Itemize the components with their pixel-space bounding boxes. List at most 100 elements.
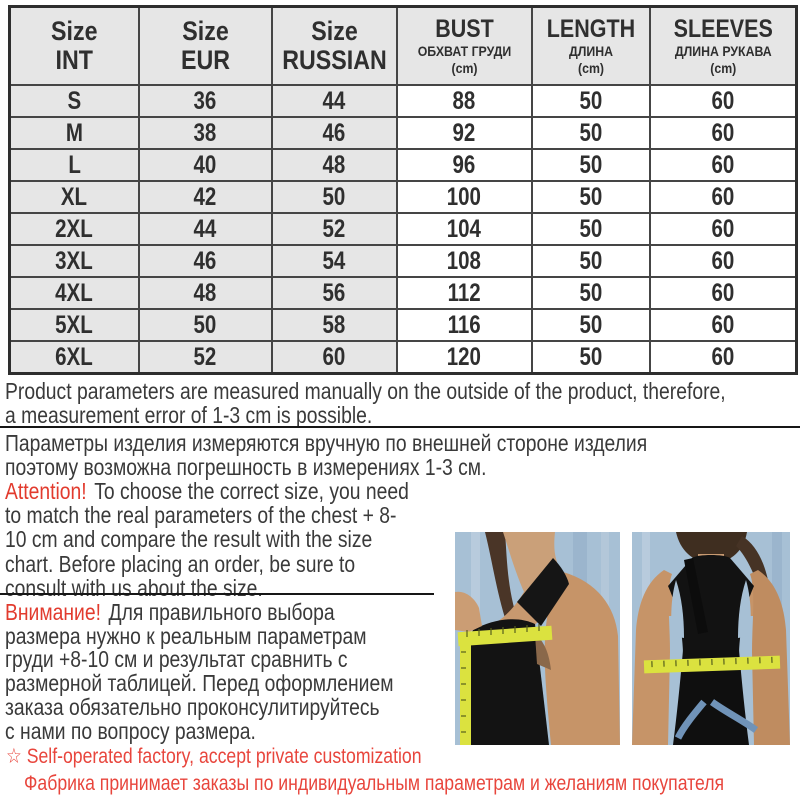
header-line: INT [55, 45, 93, 75]
header-unit: (cm) [577, 59, 604, 76]
cell-bust: 112 [395, 276, 533, 310]
note-line: to match the real parameters of the ches… [5, 502, 397, 529]
cell-size-eur: 50 [137, 308, 273, 342]
header-unit: (cm) [709, 59, 736, 76]
cell-size-eur: 40 [137, 148, 273, 182]
header-row: Size INT Size EUR Size RUSSIAN BUST ОБХВ… [8, 5, 798, 86]
panel-gap [620, 532, 632, 745]
note-line: ☆ Self-operated factory, accept private … [6, 745, 422, 769]
hair [485, 532, 519, 630]
table-row: S 36 44 88 50 60 [8, 84, 798, 118]
arm [544, 572, 620, 745]
header-bust: BUST ОБХВАТ ГРУДИ (cm) [395, 5, 533, 86]
measuring-tape [643, 655, 781, 674]
size-chart-body: S 36 44 88 50 60 M 38 46 92 50 60 L 40 4… [8, 84, 798, 375]
size-chart-header: Size INT Size EUR Size RUSSIAN BUST ОБХВ… [8, 5, 798, 86]
header-size-eur: Size EUR [137, 5, 273, 86]
note-line: груди +8-10 см и результат сравнить с [5, 646, 348, 673]
cell-size-int: S [8, 84, 140, 118]
note-line-text: Self-operated factory, accept private cu… [26, 745, 422, 768]
table-row: 2XL 44 52 104 50 60 [8, 212, 798, 246]
cell-sleeves: 60 [648, 116, 798, 150]
note-line: с нами по вопросу размера. [5, 717, 256, 744]
table-row: 3XL 46 54 108 50 60 [8, 244, 798, 278]
cell-sleeves: 60 [648, 340, 798, 375]
cell-length: 50 [530, 116, 651, 150]
header-subline-ru: ОБХВАТ ГРУДИ [417, 42, 511, 59]
note-line: размерной таблицей. Перед оформлением [5, 670, 394, 697]
cell-size-int: 2XL [8, 212, 140, 246]
cell-size-int: 4XL [8, 276, 140, 310]
table-row: M 38 46 92 50 60 [8, 116, 798, 150]
attention-label-en: Attention! [5, 478, 87, 504]
bra-strap [684, 558, 708, 634]
header-unit: (cm) [450, 59, 478, 76]
cell-size-russian: 58 [270, 308, 398, 342]
header-line: Size [310, 16, 358, 46]
header-line: BUST [434, 14, 494, 43]
star-icon: ☆ [6, 745, 22, 768]
attention-note-ru: Внимание! Для правильного выбора размера … [5, 599, 394, 744]
cell-sleeves: 60 [648, 244, 798, 278]
note-line: заказа обязательно проконсулитируйтесь [5, 693, 380, 720]
factory-note-ru: Фабрика принимает заказы по индивидуальн… [24, 772, 724, 795]
cell-size-int: 3XL [8, 244, 140, 278]
note-line: consult with us about the size. [5, 574, 263, 601]
cell-size-int: L [8, 148, 140, 182]
cell-size-russian: 52 [270, 212, 398, 246]
bust-measurement-photo [455, 532, 790, 745]
measurement-note-en: Product parameters are measured manually… [5, 379, 726, 427]
header-size-int: Size INT [8, 5, 140, 86]
cell-length: 50 [530, 244, 651, 278]
cell-size-russian: 46 [270, 116, 398, 150]
cell-size-eur: 38 [137, 116, 273, 150]
note-line: Параметры изделия измеряются вручную по … [5, 430, 648, 456]
note-line: Фабрика принимает заказы по индивидуальн… [24, 772, 725, 795]
cell-bust: 92 [395, 116, 533, 150]
cell-length: 50 [530, 180, 651, 214]
cell-sleeves: 60 [648, 308, 798, 342]
cell-sleeves: 60 [648, 148, 798, 182]
cell-length: 50 [530, 84, 651, 118]
cell-bust: 120 [395, 340, 533, 375]
cell-length: 50 [530, 148, 651, 182]
cell-size-int: M [8, 116, 140, 150]
cell-size-eur: 48 [137, 276, 273, 310]
divider-line [0, 593, 434, 595]
armpit-shadow [535, 634, 551, 670]
note-line: chart. Before placing an order, be sure … [5, 550, 356, 577]
divider-line [0, 426, 800, 428]
cell-size-russian: 44 [270, 84, 398, 118]
hair [676, 532, 747, 564]
armhole-right [738, 580, 751, 638]
cell-sleeves: 60 [648, 84, 798, 118]
note-line: Внимание! Для правильного выбора [5, 599, 394, 625]
note-line-text: Для правильного выбора [108, 599, 335, 625]
cell-size-eur: 44 [137, 212, 273, 246]
cell-size-int: XL [8, 180, 140, 214]
cell-size-russian: 50 [270, 180, 398, 214]
header-sleeves: SLEEVES ДЛИНА РУКАВА (cm) [648, 5, 798, 86]
cell-bust: 108 [395, 244, 533, 278]
header-line: LENGTH [546, 14, 635, 43]
header-line: RUSSIAN [281, 45, 387, 75]
cell-bust: 100 [395, 180, 533, 214]
ribbon-tie [674, 699, 759, 740]
note-line: 10 cm and compare the result with the si… [5, 526, 373, 553]
note-line: размера нужно к реальным параметрам [5, 622, 367, 649]
table-row: XL 42 50 100 50 60 [8, 180, 798, 214]
tank-torso [461, 619, 549, 745]
cell-size-russian: 54 [270, 244, 398, 278]
table-row: L 40 48 96 50 60 [8, 148, 798, 182]
cell-size-eur: 36 [137, 84, 273, 118]
cell-length: 50 [530, 308, 651, 342]
cell-length: 50 [530, 212, 651, 246]
tank-strap [517, 558, 569, 626]
table-row: 5XL 50 58 116 50 60 [8, 308, 798, 342]
table-row: 6XL 52 60 120 50 60 [8, 340, 798, 375]
cell-size-russian: 60 [270, 340, 398, 375]
cell-size-russian: 56 [270, 276, 398, 310]
note-line: Product parameters are measured manually… [5, 378, 726, 404]
header-size-russian: Size RUSSIAN [270, 5, 398, 86]
cell-sleeves: 60 [648, 180, 798, 214]
